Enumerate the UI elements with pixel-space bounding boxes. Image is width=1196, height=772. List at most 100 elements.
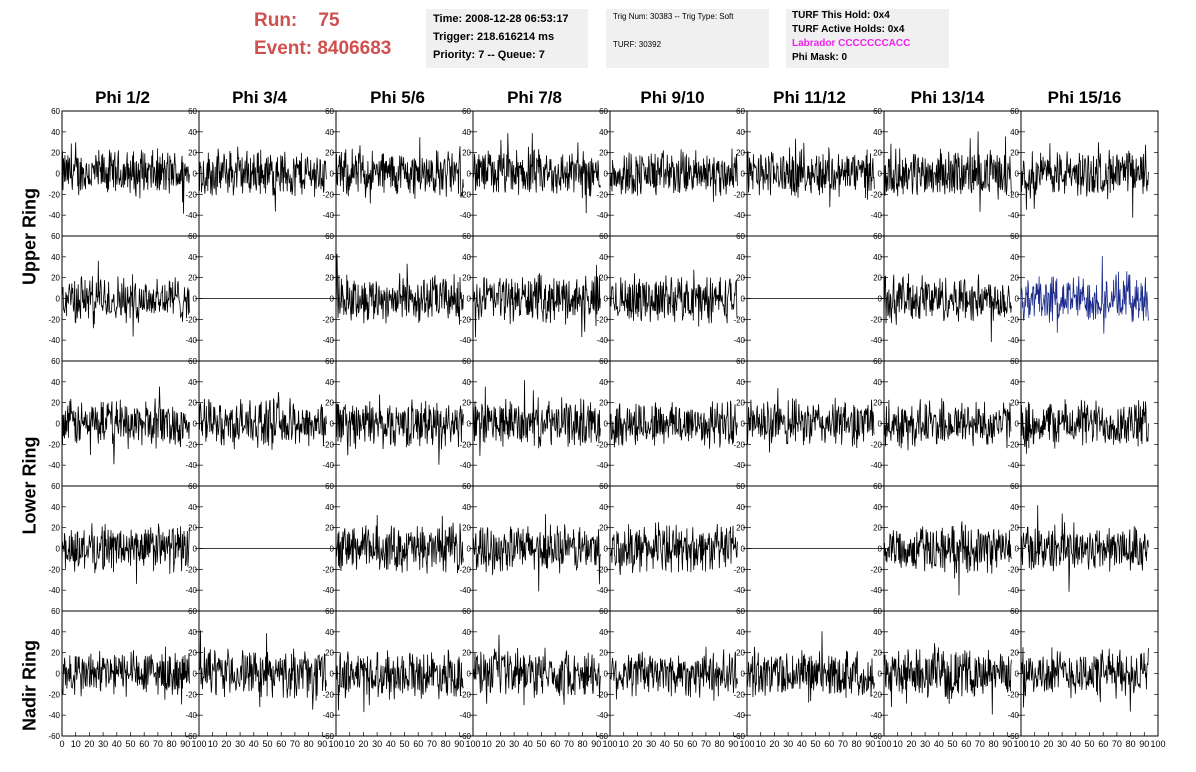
x-tick-label: 40 [1071,739,1081,749]
waveform-trace [1020,142,1149,218]
y-tick-label: 20 [873,149,882,158]
y-tick-label: 60 [736,357,745,366]
waveform-trace [61,646,190,705]
y-tick-label: 40 [736,253,745,262]
y-tick-label: -20 [48,190,60,199]
x-tick-label: 80 [852,739,862,749]
y-tick-label: -40 [48,211,60,220]
x-tick-label: 100 [1150,739,1165,749]
y-tick-label: 60 [51,482,60,491]
phi-mask-text: Phi Mask: 0 [792,52,848,63]
y-tick-label: 60 [1010,107,1019,116]
y-tick-label: 20 [873,274,882,283]
y-tick-label: 20 [599,274,608,283]
y-tick-label: 0 [1015,670,1020,679]
x-tick-label: 30 [509,739,519,749]
y-tick-label: 0 [330,545,335,554]
y-tick-label: 40 [736,628,745,637]
y-tick-label: -20 [185,565,197,574]
y-tick-label: 40 [325,503,334,512]
this-hold-text: TURF This Hold: 0x4 [792,10,890,21]
y-tick-label: -40 [733,211,745,220]
y-tick-label: 20 [599,649,608,658]
y-tick-label: -40 [185,586,197,595]
y-tick-label: -40 [596,711,608,720]
y-tick-label: 20 [736,524,745,533]
y-tick-label: 40 [599,503,608,512]
event-value: 8406683 [317,38,392,59]
x-tick-label: 90 [865,739,875,749]
y-tick-label: -40 [459,336,471,345]
y-tick-label: 40 [599,628,608,637]
y-tick-label: 40 [736,128,745,137]
x-tick-label: 100 [191,739,206,749]
y-tick-label: -20 [459,565,471,574]
y-tick-label: 20 [51,399,60,408]
y-tick-label: 60 [325,607,334,616]
y-tick-label: -40 [1007,461,1019,470]
x-tick-label: 70 [153,739,163,749]
y-tick-label: 0 [604,170,609,179]
x-tick-label: 30 [98,739,108,749]
y-tick-label: 0 [741,670,746,679]
y-tick-label: 20 [325,649,334,658]
y-tick-label: -40 [459,586,471,595]
x-tick-label: 70 [838,739,848,749]
x-tick-label: 30 [646,739,656,749]
x-tick-label: 10 [1030,739,1040,749]
x-tick-label: 50 [1084,739,1094,749]
y-tick-label: -40 [48,336,60,345]
y-tick-label: 60 [462,482,471,491]
waveform-trace [472,264,601,338]
y-tick-label: -40 [322,336,334,345]
y-tick-label: 0 [193,420,198,429]
waveform-trace [472,514,601,592]
y-tick-label: -20 [48,440,60,449]
y-tick-label: -20 [596,190,608,199]
x-tick-label: 90 [1002,739,1012,749]
y-tick-label: 40 [188,378,197,387]
waveform-trace [1020,505,1149,592]
y-tick-label: 60 [51,357,60,366]
col-header-4: Phi 7/8 [507,88,562,107]
y-tick-label: 60 [188,357,197,366]
y-tick-label: -60 [48,732,60,741]
y-tick-label: 0 [878,670,883,679]
y-tick-label: 20 [51,649,60,658]
waveform-trace [1020,399,1149,454]
y-tick-label: 60 [188,482,197,491]
info-box-time: Time: 2008-12-28 06:53:17 Trigger: 218.6… [426,9,588,68]
waveform-trace [609,148,738,202]
y-tick-label: -40 [1007,586,1019,595]
y-tick-label: 40 [873,253,882,262]
y-tick-label: 40 [51,503,60,512]
y-tick-label: -40 [48,711,60,720]
y-tick-label: 0 [878,170,883,179]
waveform-trace [335,514,464,574]
x-tick-label: 90 [728,739,738,749]
y-tick-label: 40 [325,128,334,137]
waveform-trace [335,137,464,204]
waveform-trace [198,630,327,710]
waveform-trace [198,146,327,212]
turf-text: TURF: 30392 [613,40,662,49]
y-tick-label: 60 [188,607,197,616]
y-tick-label: -40 [1007,711,1019,720]
x-tick-label: 60 [824,739,834,749]
x-tick-label: 40 [112,739,122,749]
x-tick-label: 80 [1126,739,1136,749]
y-tick-label: 20 [325,524,334,533]
y-tick-label: 40 [325,628,334,637]
y-tick-label: 20 [188,524,197,533]
y-tick-label: 0 [467,295,472,304]
y-tick-label: 40 [873,128,882,137]
y-tick-label: -20 [322,315,334,324]
y-tick-label: 40 [51,628,60,637]
y-tick-label: 60 [873,107,882,116]
y-tick-label: 60 [1010,482,1019,491]
trig-text: Trig Num: 30383 -- Trig Type: Soft [613,12,734,21]
x-tick-label: 50 [810,739,820,749]
y-tick-label: 20 [599,149,608,158]
y-tick-label: -60 [1007,732,1019,741]
